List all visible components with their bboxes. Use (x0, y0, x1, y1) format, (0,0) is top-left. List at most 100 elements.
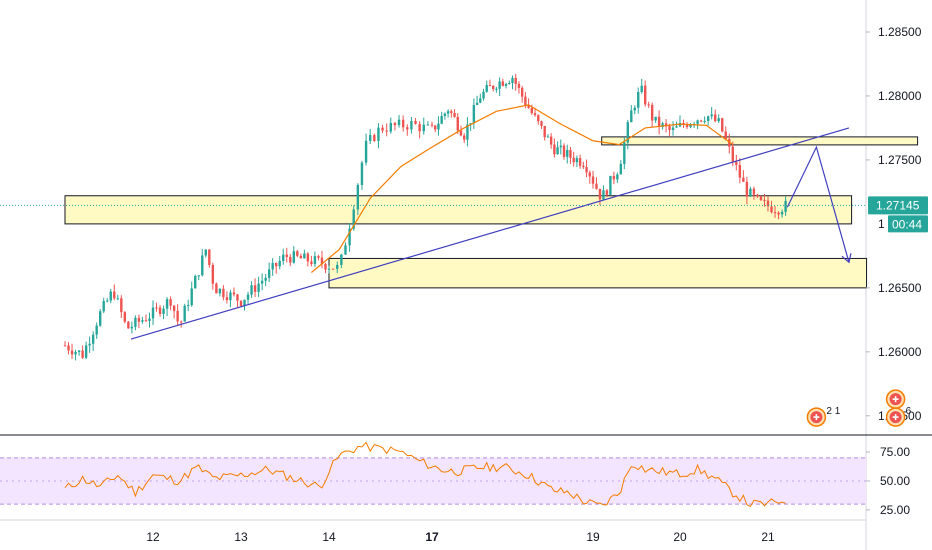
candle-body (123, 312, 127, 322)
candle-body (527, 104, 530, 108)
candle-body (218, 288, 222, 294)
rsi-axis-tick-label: 50.00 (880, 474, 910, 488)
date-axis-label: 17 (425, 530, 439, 544)
candle-body (360, 162, 364, 185)
candle-body (377, 127, 380, 141)
candle-body (222, 288, 225, 298)
candle-body (562, 145, 566, 157)
date-axis-label: 21 (761, 530, 775, 544)
rsi-axis-tick-label: 75.00 (880, 445, 910, 459)
rsi-layer (0, 441, 866, 508)
candle-body (721, 118, 724, 132)
candle-body (710, 114, 713, 117)
candle-body (67, 345, 70, 351)
candle-body (327, 268, 331, 270)
candle-body (511, 77, 514, 83)
candle-body (735, 161, 738, 165)
candle-body (183, 305, 186, 322)
candle-body (77, 350, 81, 352)
candle-body (671, 127, 675, 130)
trend-line (130, 127, 850, 340)
candle-body (524, 96, 527, 105)
candle-body (508, 82, 511, 84)
candle-body (703, 120, 706, 122)
price-axis-tick-label: 1.28000 (878, 89, 922, 103)
candle-body (162, 308, 165, 314)
event-badge-six-label: 6 (906, 406, 912, 417)
candle-body (356, 184, 360, 210)
candle-body (348, 228, 351, 246)
candle-body (141, 320, 144, 322)
candle-body (784, 200, 787, 212)
candle-body (434, 125, 437, 130)
date-axis[interactable]: 12 13 14 17 19 20 21 (146, 530, 775, 544)
candle-body (661, 123, 664, 127)
candle-body (285, 254, 288, 257)
candle-body (595, 183, 598, 189)
candle-body (472, 104, 476, 124)
candle-body (738, 164, 742, 178)
last-price-box (868, 196, 928, 215)
candle-body (717, 118, 720, 122)
candle-body (275, 263, 278, 267)
candle-body (278, 260, 281, 267)
candle-body (120, 298, 123, 313)
candle-body (201, 255, 204, 276)
candle-body (169, 299, 172, 306)
rsi-axis: 75.00 50.00 25.00 (866, 445, 910, 517)
candle-body (780, 211, 784, 215)
date-axis-label: 20 (673, 530, 687, 544)
candle-body (406, 127, 409, 130)
candle-body (299, 255, 303, 259)
candle-body (598, 188, 602, 200)
candle-body (418, 123, 421, 132)
candle-body (675, 126, 678, 128)
date-axis-label: 13 (234, 530, 248, 544)
price-axis[interactable]: 1.285001.280001.2750011.265001.260001.25… (866, 25, 922, 423)
candle-body (623, 142, 626, 164)
forecast-path (786, 145, 850, 263)
candle-body (626, 122, 629, 143)
candle-body (204, 249, 207, 256)
candle-body (498, 81, 501, 89)
candle-body (450, 111, 453, 113)
candle-body (609, 175, 612, 195)
rsi-line (64, 441, 786, 508)
candle-body (340, 254, 343, 265)
candle-body (463, 135, 466, 140)
countdown-box (888, 215, 928, 233)
candle-body (572, 157, 575, 163)
price-axis-tick-label: 1.27500 (878, 153, 922, 167)
candle-body (236, 294, 239, 301)
candle-body (187, 305, 190, 307)
candle-body (517, 83, 521, 88)
price-axis-tick-label: 1.26000 (878, 345, 922, 359)
candle-body (225, 297, 229, 301)
candle-body (668, 126, 671, 130)
candle-body (137, 317, 141, 322)
candle-body (520, 87, 524, 97)
candle-body (172, 305, 176, 311)
candle-body (689, 124, 692, 128)
candle-body (257, 283, 260, 292)
candle-body (282, 254, 285, 261)
last-price-marker: 1.27145 00:44 (0, 196, 928, 233)
candle-body (724, 131, 727, 140)
event-badge-pair-label: 2 1 (826, 406, 840, 417)
candle-body (773, 212, 777, 214)
candle-body (650, 104, 654, 121)
candle-body (588, 172, 591, 177)
price-axis-tick-label: 1.26500 (878, 281, 922, 295)
candle-body (106, 300, 109, 302)
candle-body (155, 307, 158, 309)
candle-body (706, 116, 710, 121)
moving-average-line (311, 104, 734, 273)
candle-body (84, 345, 88, 358)
candle-body (569, 149, 572, 158)
candle-body (109, 291, 112, 301)
candle-body (176, 310, 179, 322)
candle-body (313, 256, 317, 265)
candle-body (619, 163, 623, 175)
candle-body (657, 116, 661, 127)
candle-body (194, 275, 197, 289)
